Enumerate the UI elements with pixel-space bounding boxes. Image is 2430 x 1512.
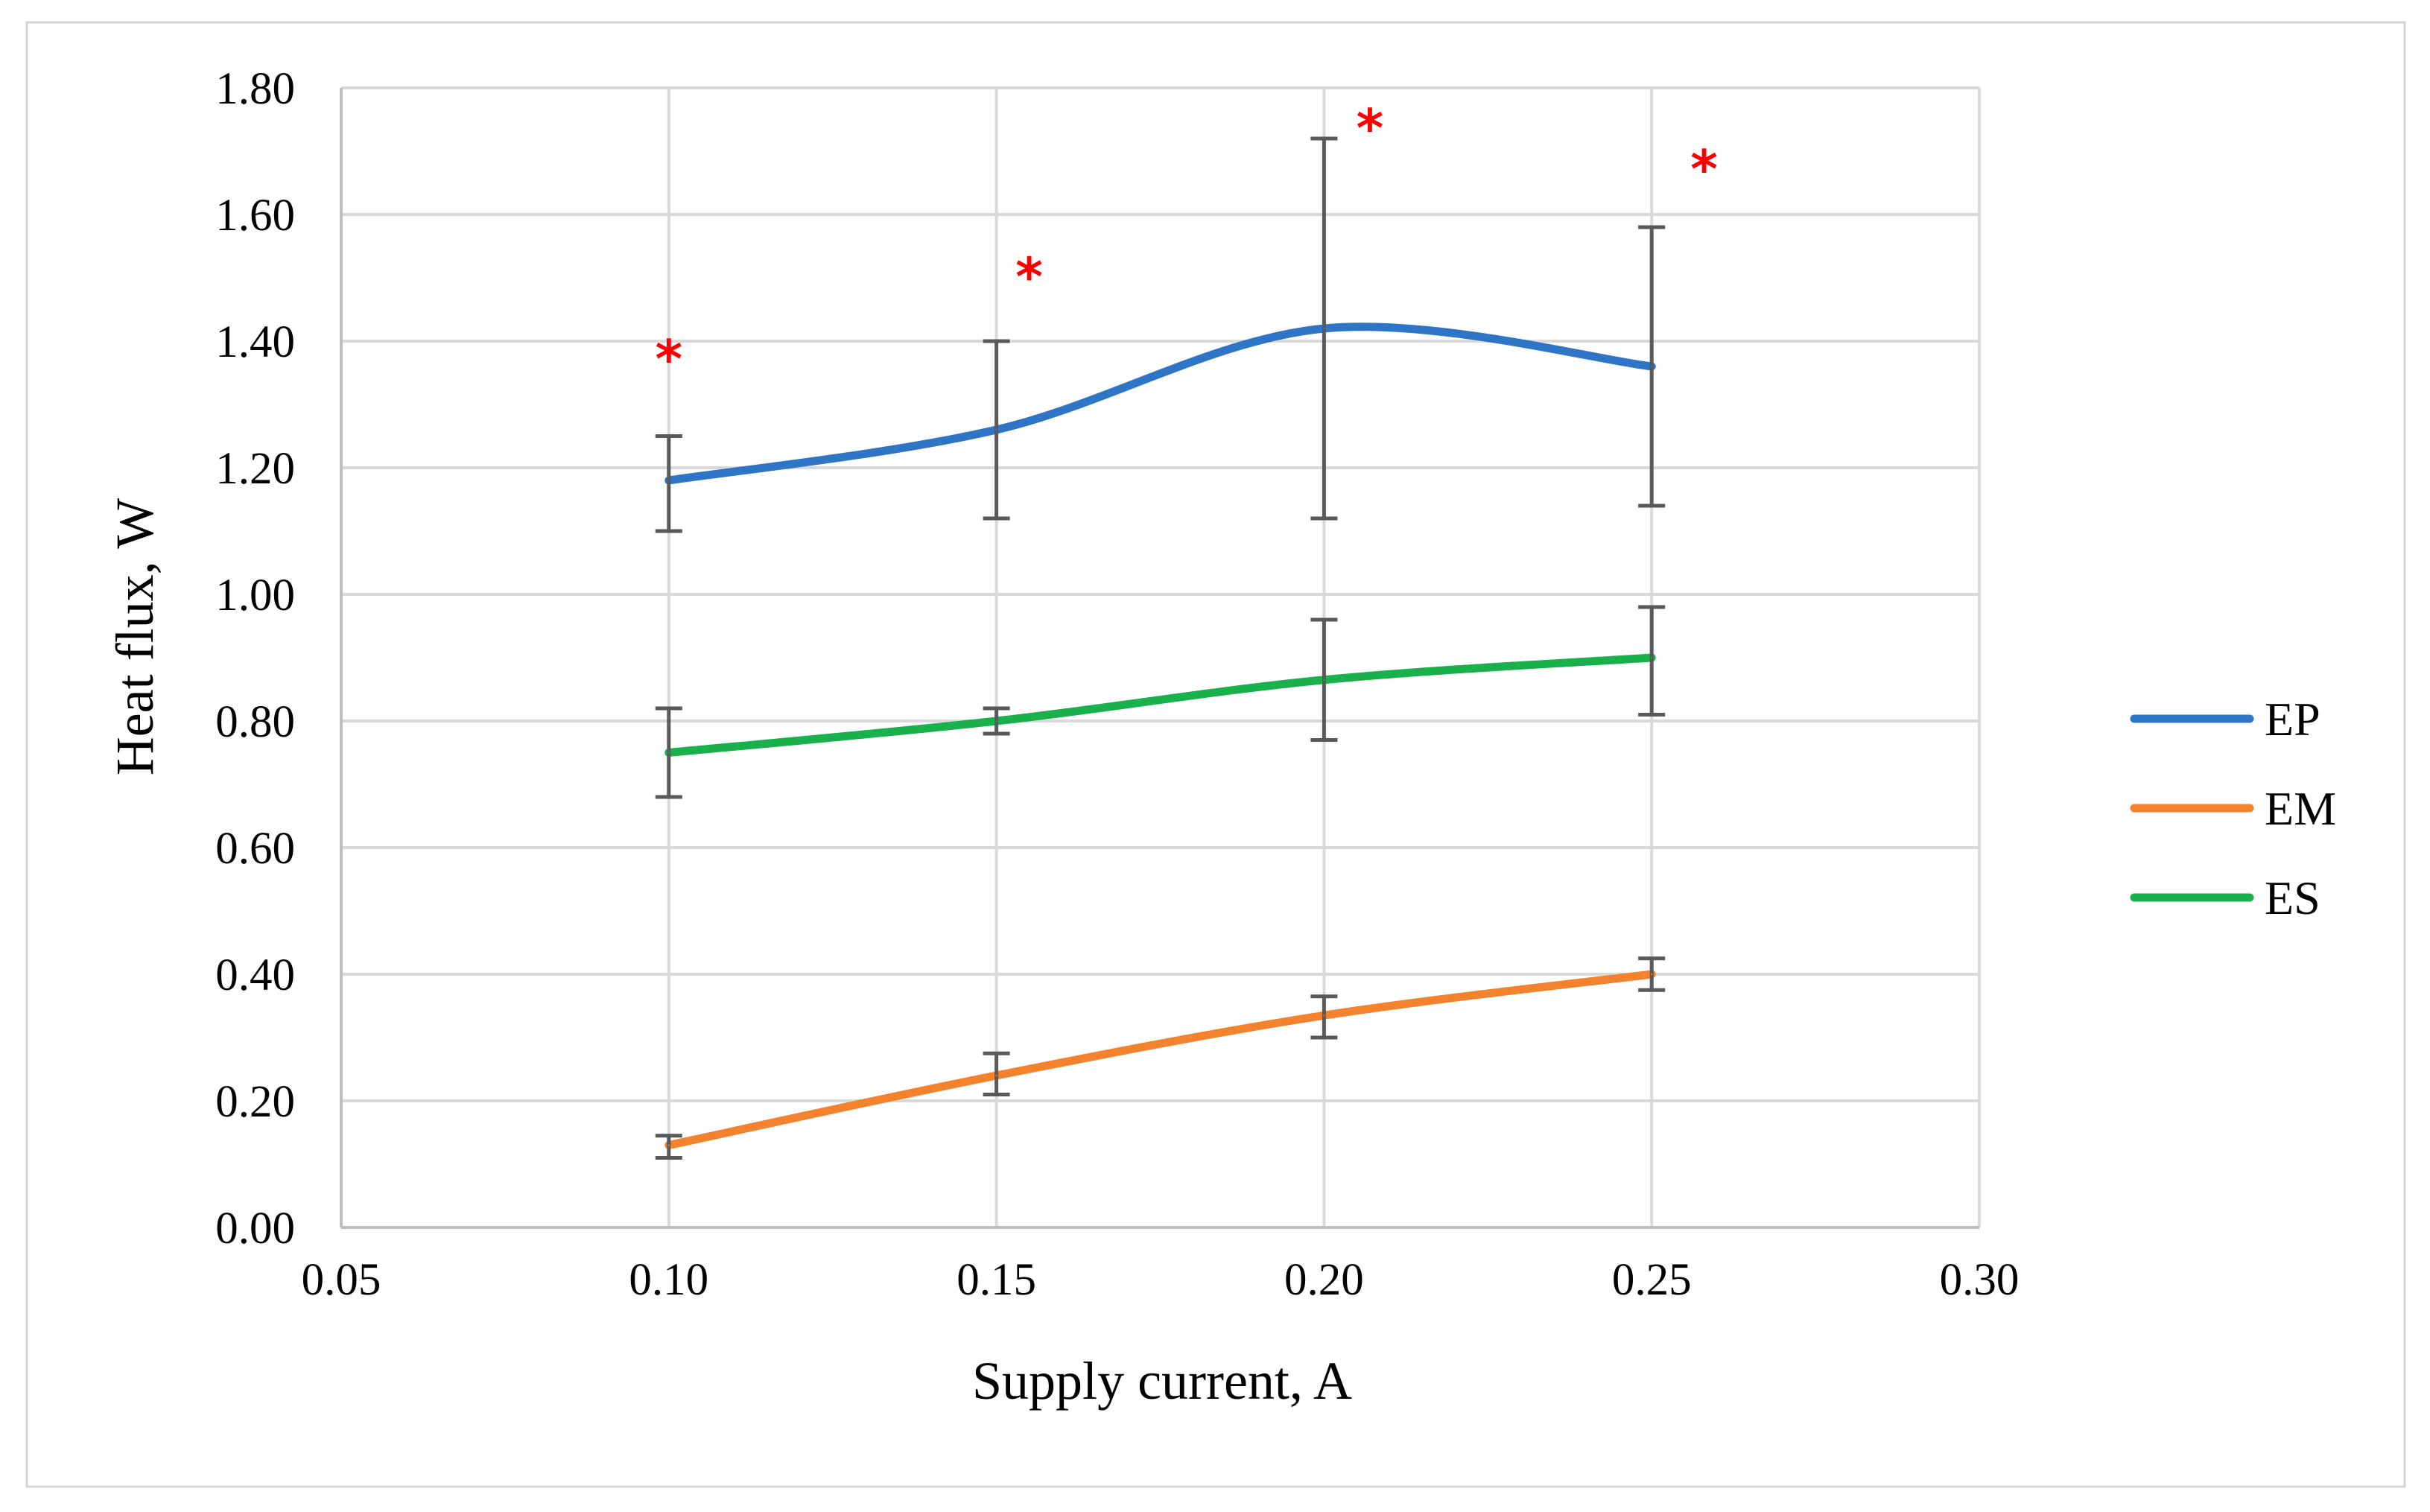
x-tick-label: 0.30 bbox=[1940, 1255, 2020, 1305]
x-tick-label: 0.05 bbox=[302, 1255, 381, 1305]
data-point-em bbox=[1323, 1014, 1325, 1017]
axes: 0.00 0.20 0.40 0.60 0.80 1.00 1.20 1.40 1.60 1.80… bbox=[215, 64, 2019, 1305]
y-tick-label: 1.80 bbox=[215, 64, 295, 114]
data-point-ep bbox=[667, 480, 670, 481]
significance-marker: * bbox=[655, 329, 682, 390]
data-point-em bbox=[1651, 973, 1653, 975]
x-tick-label: 0.25 bbox=[1612, 1255, 1692, 1305]
x-tick-label: 0.15 bbox=[957, 1255, 1036, 1305]
significance-marker: * bbox=[1690, 139, 1718, 200]
data-point-es bbox=[667, 752, 670, 754]
x-tick-label: 0.20 bbox=[1284, 1255, 1364, 1305]
data-point-ep bbox=[1651, 366, 1653, 367]
significance-marker: * bbox=[1357, 98, 1384, 159]
data-point-ep bbox=[1323, 328, 1325, 329]
data-point-em bbox=[995, 1075, 997, 1076]
y-tick-label: 0.40 bbox=[215, 950, 295, 1000]
series-line-es bbox=[664, 653, 1656, 757]
data-point-es bbox=[995, 720, 997, 722]
y-tick-label: 0.00 bbox=[215, 1204, 295, 1254]
legend-label-ep: EP bbox=[2265, 693, 2320, 746]
y-axis-title: Heat flux, W bbox=[105, 498, 165, 776]
legend-label-es: ES bbox=[2265, 871, 2320, 924]
legend-label-em: EM bbox=[2265, 782, 2336, 835]
y-tick-label: 1.60 bbox=[215, 191, 295, 241]
annotations: * * * * bbox=[655, 98, 1717, 390]
y-tick-label: 0.60 bbox=[215, 824, 295, 874]
error-bar-em bbox=[1310, 994, 1338, 1040]
error-bar-em bbox=[655, 1134, 682, 1160]
y-tick-label: 1.40 bbox=[215, 317, 295, 367]
data-point-es bbox=[1323, 679, 1325, 681]
data-point-es bbox=[1651, 657, 1653, 658]
error-bar-em bbox=[983, 1051, 1010, 1096]
chart-border bbox=[25, 21, 2406, 1488]
series-line-em bbox=[664, 970, 1656, 1149]
legend: EP EM ES bbox=[2130, 693, 2336, 924]
series-layer bbox=[655, 136, 1666, 1160]
data-point-ep bbox=[995, 429, 997, 431]
error-bar-ep bbox=[655, 434, 682, 533]
y-tick-label: 1.20 bbox=[215, 444, 295, 494]
data-point-em bbox=[667, 1144, 670, 1146]
y-tick-label: 0.20 bbox=[215, 1077, 295, 1127]
error-bar-es bbox=[1638, 605, 1666, 717]
y-tick-label: 1.00 bbox=[215, 571, 295, 620]
x-tick-label: 0.10 bbox=[629, 1255, 708, 1305]
series-line-ep bbox=[664, 323, 1656, 485]
x-axis-title: Supply current, A bbox=[972, 1351, 1352, 1411]
y-tick-label: 0.80 bbox=[215, 697, 295, 747]
significance-marker: * bbox=[1015, 247, 1043, 308]
